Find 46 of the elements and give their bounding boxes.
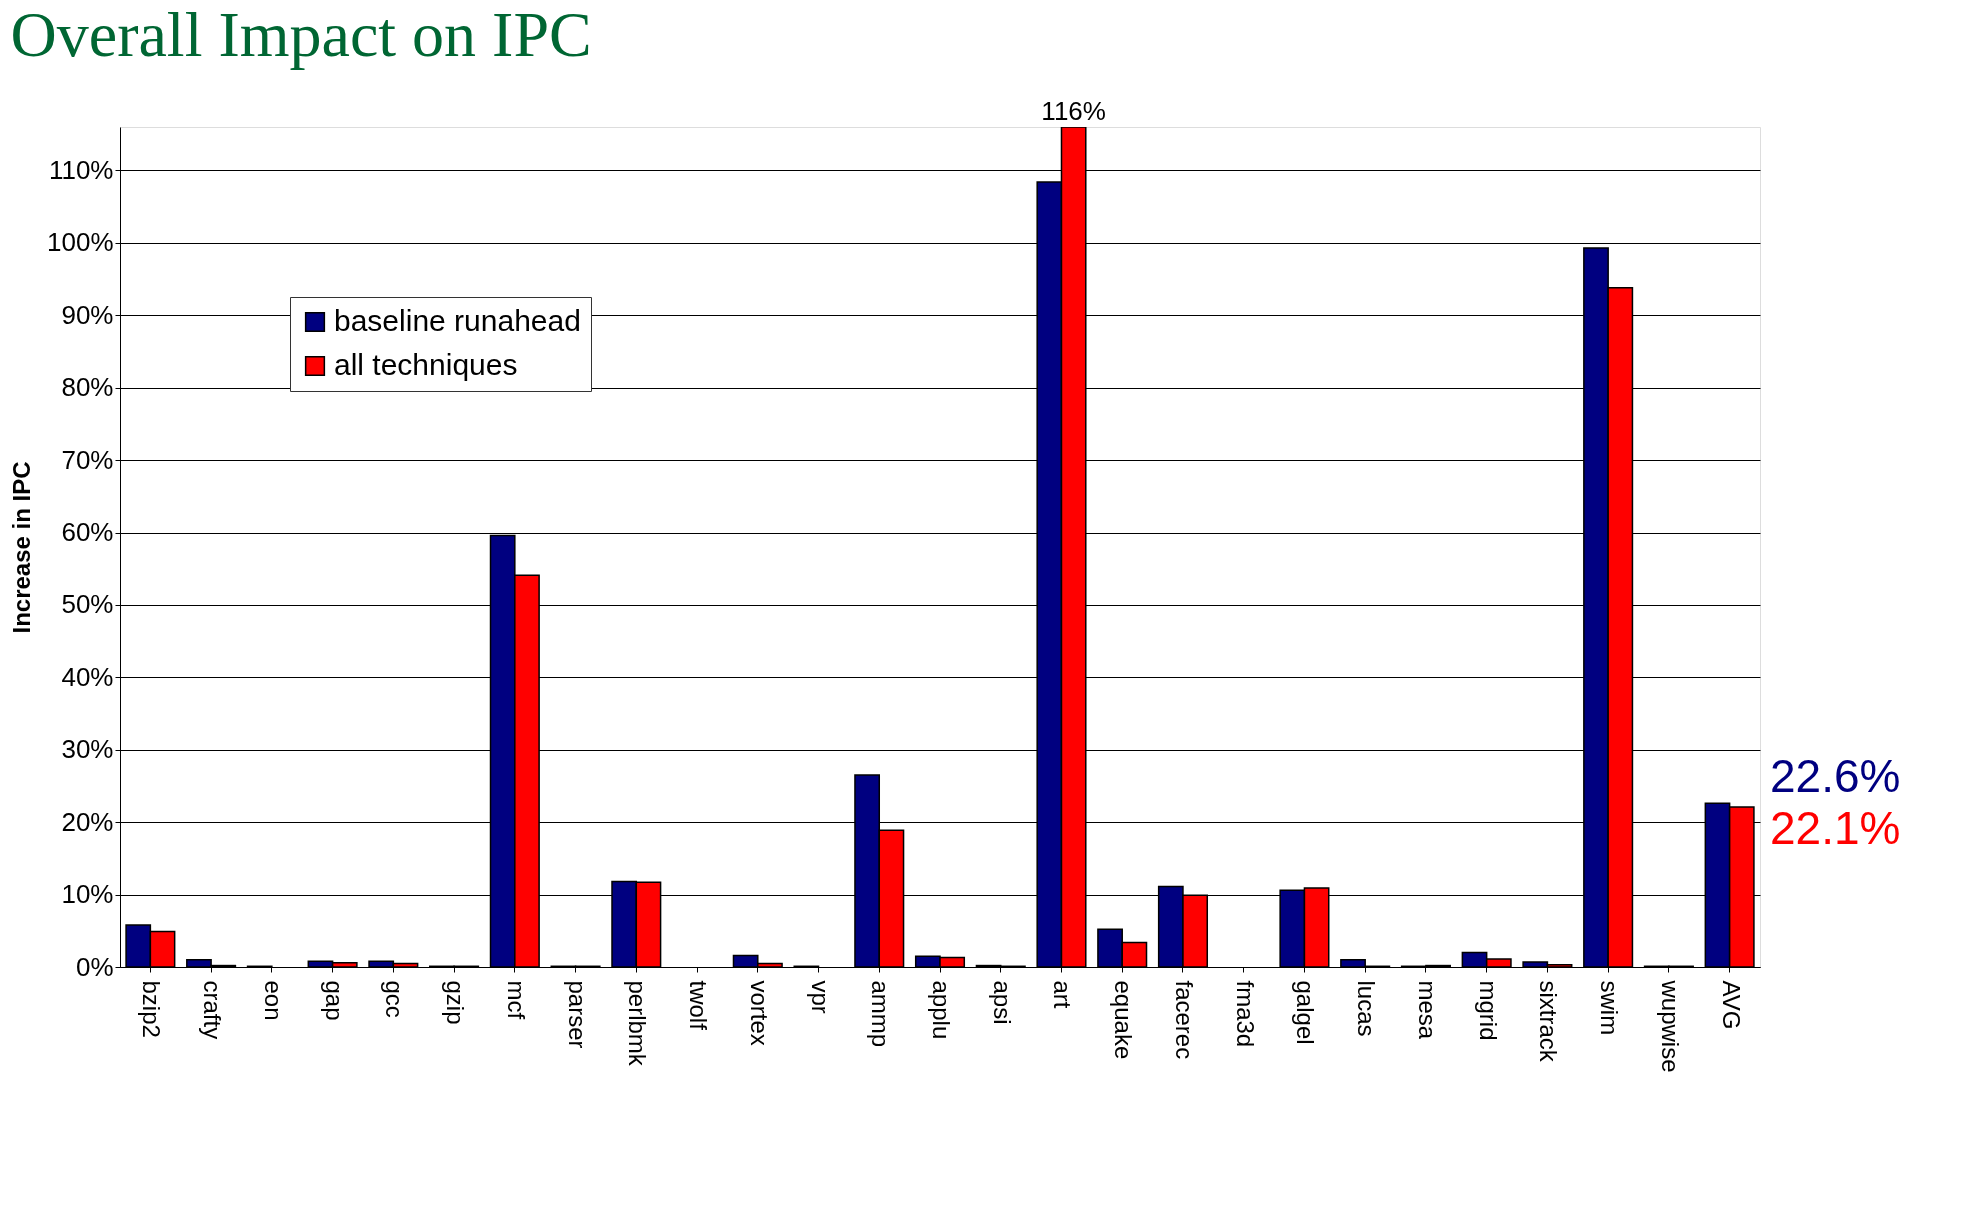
y-tick-label: 110%: [48, 154, 114, 185]
y-tick-label: 90%: [61, 299, 114, 330]
x-tick-label: lucas: [1353, 980, 1381, 1037]
x-tick-label: swim: [1596, 980, 1624, 1036]
x-tick-label: mesa: [1413, 980, 1441, 1040]
x-tick-label: sixtrack: [1535, 980, 1563, 1063]
y-tick-label: 70%: [61, 444, 114, 475]
y-tick-label: 10%: [61, 879, 114, 910]
text: 22.6%: [1770, 750, 1901, 802]
x-tick-label: gap: [320, 980, 348, 1021]
x-tick-label: gzip: [442, 980, 470, 1025]
x-tick-label: bzip2: [138, 980, 166, 1038]
x-tick-label: equake: [1110, 980, 1138, 1060]
x-tick-label: wupwise: [1656, 979, 1684, 1073]
x-tick-label: facerec: [1170, 980, 1198, 1060]
data-label: 116%: [1041, 96, 1106, 126]
x-tick-label: galgel: [1292, 980, 1320, 1045]
y-tick-label: 0%: [75, 951, 114, 982]
x-tick-label: vpr: [806, 980, 834, 1014]
x-tick-label: vortex: [745, 980, 773, 1046]
y-tick-label: 80%: [61, 372, 114, 403]
y-tick-label: 30%: [61, 734, 114, 765]
x-tick-label: gcc: [381, 980, 409, 1018]
x-tick-label: perlbmk: [624, 980, 652, 1067]
x-tick-label: apsi: [988, 980, 1016, 1025]
y-tick-label: 50%: [61, 589, 114, 620]
y-tick-label: 40%: [61, 661, 114, 692]
x-tick-label: crafty: [199, 980, 227, 1040]
y-tick-label: 60%: [61, 517, 114, 548]
y-tick-label: 100%: [47, 227, 114, 258]
legend-label: all techniques: [334, 348, 518, 381]
chart-title: Overall Impact on IPC: [10, 0, 592, 70]
y-axis-title: Increase in IPC: [8, 461, 35, 634]
x-tick-label: applu: [928, 980, 955, 1040]
x-tick-label: art: [1049, 980, 1077, 1009]
x-tick-label: ammp: [867, 980, 895, 1048]
x-tick-label: mcf: [502, 980, 530, 1020]
legend-label: baseline runahead: [334, 304, 581, 337]
x-tick-label: AVG: [1717, 980, 1745, 1030]
x-tick-label: fma3d: [1231, 980, 1259, 1048]
x-tick-label: mgrid: [1474, 980, 1502, 1041]
x-tick-label: eon: [259, 980, 287, 1021]
y-tick-label: 20%: [61, 806, 114, 837]
x-tick-label: parser: [563, 980, 591, 1049]
text: 22.1%: [1770, 802, 1901, 854]
x-tick-label: twolf: [685, 980, 713, 1031]
